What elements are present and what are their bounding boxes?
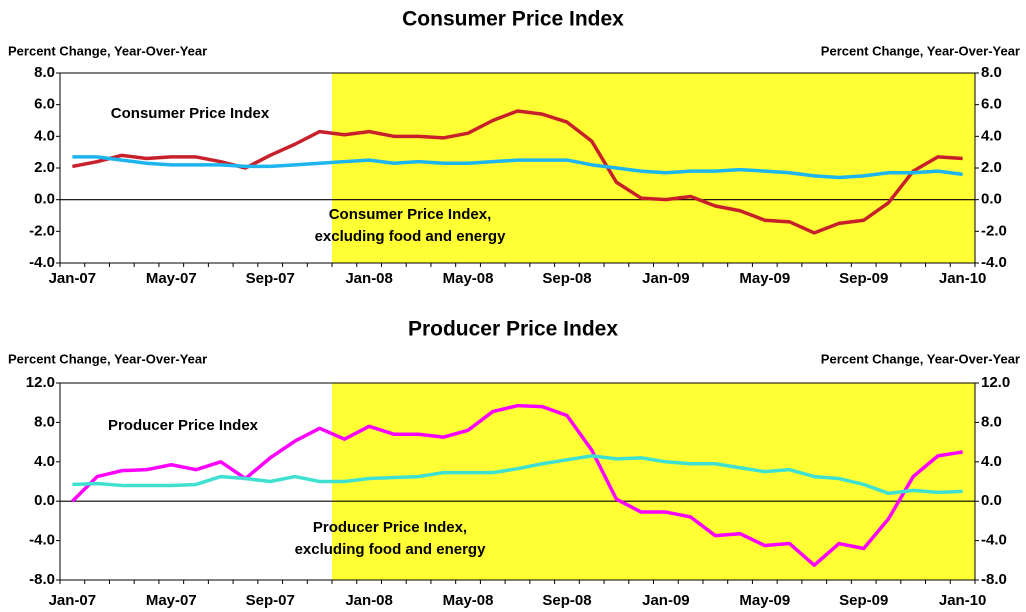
series-line — [71, 403, 963, 567]
y2-tick-label: 0.0 — [981, 492, 1002, 509]
y2-tick-label: 4.0 — [981, 453, 1002, 470]
x-tick-label: May-07 — [146, 592, 197, 609]
x-tick-label: Jan-07 — [49, 270, 97, 287]
y2-tick-label: -4.0 — [981, 254, 1007, 271]
plot-frame — [59, 72, 976, 264]
y-tick-label: -4.0 — [29, 254, 55, 271]
y-tick-label: -4.0 — [29, 532, 55, 549]
series-line — [72, 454, 963, 496]
series-label-line: excluding food and energy — [295, 541, 487, 558]
y-tick-label: 8.0 — [34, 413, 55, 430]
y-tick-label: -2.0 — [29, 222, 55, 239]
y-tick-label: 6.0 — [34, 96, 55, 113]
series-label: Consumer Price Index — [111, 105, 270, 122]
y2-tick-label: -8.0 — [981, 571, 1007, 588]
chart-title: Consumer Price Index — [402, 8, 624, 31]
y2-tick-label: 2.0 — [981, 159, 1002, 176]
x-tick-label: May-08 — [443, 270, 494, 287]
y-tick-label: 4.0 — [34, 453, 55, 470]
y2-tick-label: -4.0 — [981, 532, 1007, 549]
x-tick-label: Jan-10 — [939, 270, 987, 287]
y-axis-label: Percent Change, Year-Over-Year — [8, 43, 207, 58]
x-tick-label: Sep-09 — [839, 592, 888, 609]
x-tick-label: Sep-09 — [839, 270, 888, 287]
y-tick-label: 8.0 — [34, 64, 55, 81]
y2-axis-label: Percent Change, Year-Over-Year — [821, 43, 1020, 58]
x-tick-label: Sep-08 — [542, 270, 591, 287]
x-tick-label: Jan-08 — [345, 592, 393, 609]
series-label-line: excluding food and energy — [315, 228, 507, 245]
chart-title: Producer Price Index — [408, 318, 618, 341]
series-label: Producer Price Index — [108, 417, 259, 434]
y2-axis-label: Percent Change, Year-Over-Year — [821, 351, 1020, 366]
y-tick-label: 0.0 — [34, 191, 55, 208]
y2-tick-label: 0.0 — [981, 191, 1002, 208]
x-tick-label: Jan-07 — [49, 592, 97, 609]
series-label-line: Consumer Price Index, — [329, 206, 492, 223]
x-tick-label: Sep-07 — [246, 592, 295, 609]
x-tick-label: Jan-09 — [642, 270, 690, 287]
y-tick-label: 2.0 — [34, 159, 55, 176]
plot-frame — [59, 382, 976, 581]
x-tick-label: Jan-09 — [642, 592, 690, 609]
series-label: Producer Price Index, excluding food and … — [295, 519, 487, 558]
x-tick-label: Sep-08 — [542, 592, 591, 609]
x-tick-label: May-09 — [739, 592, 790, 609]
y2-tick-label: -2.0 — [981, 222, 1007, 239]
y2-tick-label: 4.0 — [981, 127, 1002, 144]
x-tick-label: May-09 — [739, 270, 790, 287]
series-label: Consumer Price Index, excluding food and … — [315, 206, 507, 245]
y2-tick-label: 12.0 — [981, 374, 1010, 391]
shaded-region — [332, 383, 975, 580]
y-tick-label: 0.0 — [34, 492, 55, 509]
x-tick-label: Jan-10 — [939, 592, 987, 609]
series-label-line: Producer Price Index, — [313, 519, 467, 536]
y-axis-label: Percent Change, Year-Over-Year — [8, 351, 207, 366]
series-line — [72, 109, 963, 235]
y-tick-label: 4.0 — [34, 127, 55, 144]
y2-tick-label: 6.0 — [981, 96, 1002, 113]
x-tick-label: Jan-08 — [345, 270, 393, 287]
x-tick-label: May-07 — [146, 270, 197, 287]
y2-tick-label: 8.0 — [981, 413, 1002, 430]
y-tick-label: -8.0 — [29, 571, 55, 588]
shaded-region — [332, 73, 975, 263]
series-line — [72, 155, 963, 180]
y-tick-label: 12.0 — [26, 374, 55, 391]
y2-tick-label: 8.0 — [981, 64, 1002, 81]
x-tick-label: Sep-07 — [246, 270, 295, 287]
x-tick-label: May-08 — [443, 592, 494, 609]
